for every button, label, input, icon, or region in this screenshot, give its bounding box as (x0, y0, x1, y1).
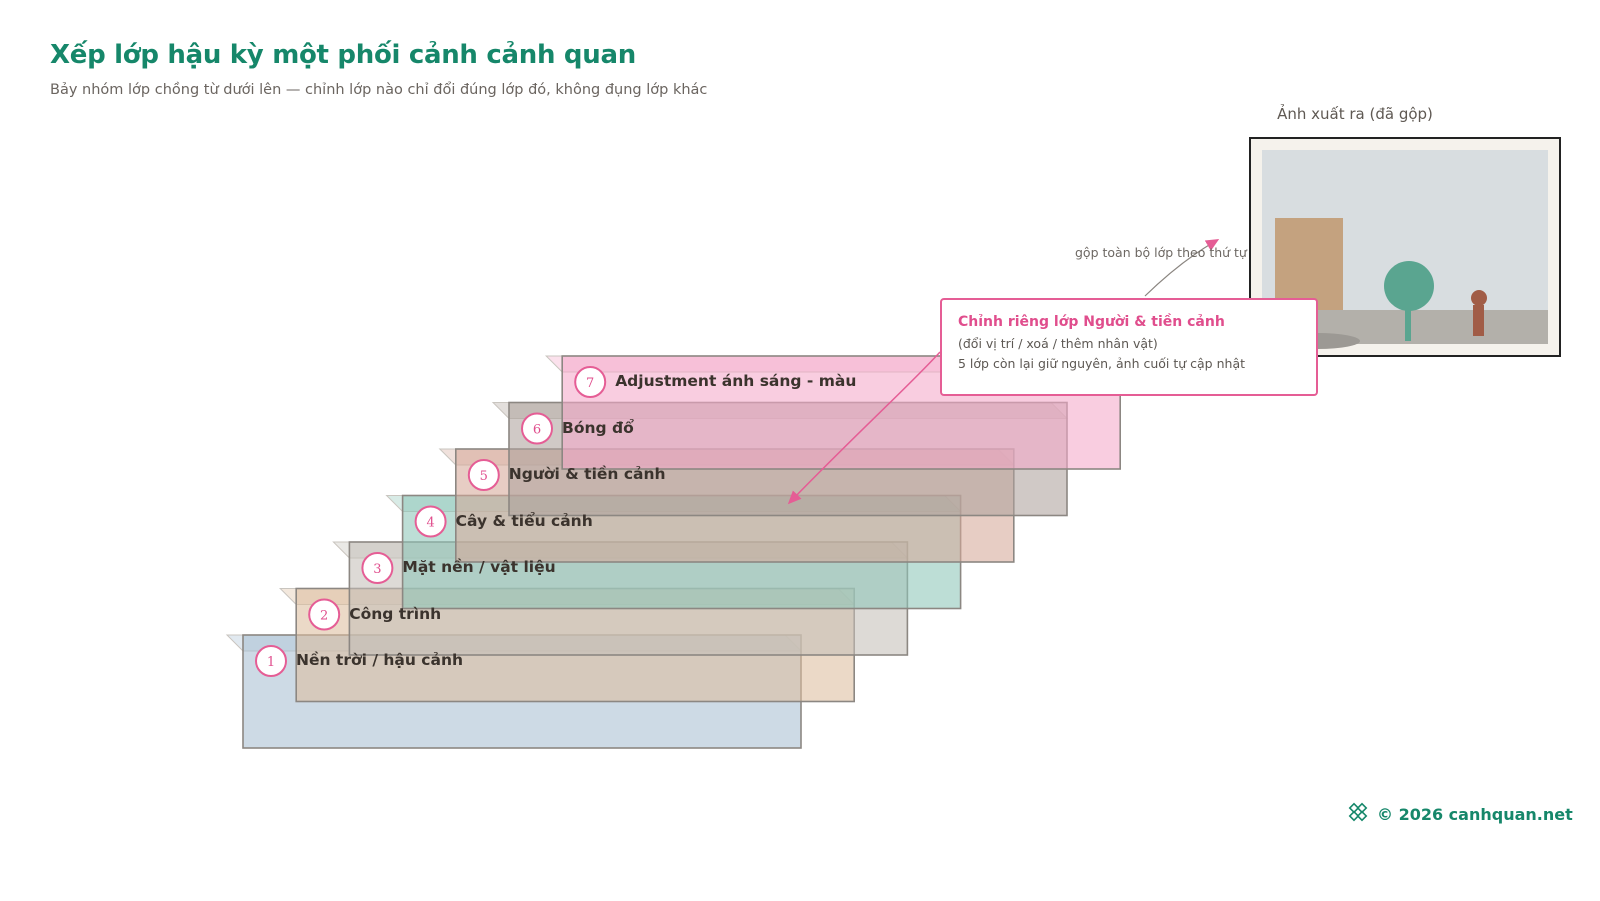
layer-2-label: Công trình (349, 604, 442, 623)
callout-title: Chỉnh riêng lớp Người & tiền cảnh (958, 314, 1225, 330)
layer-7-badge (574, 366, 607, 398)
layer-3-number: 3 (373, 562, 381, 577)
layer-4-badge (414, 505, 447, 538)
output-building (1275, 218, 1343, 310)
layer-2-number: 2 (320, 609, 328, 624)
layer-1-number: 1 (267, 655, 275, 670)
callout-line-2: 5 lớp còn lại giữ nguyên, ảnh cuối tự cậ… (958, 356, 1245, 371)
layer-7-label: Adjustment ánh sáng - màu (615, 372, 857, 390)
layers-group: 1 2 3 4 5 6 7 (225, 355, 1122, 749)
layer-1-badge (255, 645, 287, 677)
output-person-head (1471, 290, 1487, 306)
footer-copyright: © 2026 canhquan.net (1377, 805, 1573, 824)
callout-box: Chỉnh riêng lớp Người & tiền cảnh (đổi v… (940, 298, 1318, 396)
layer-1-label: Nền trời / hậu cảnh (296, 651, 464, 669)
layer-4-label: Cây & tiểu cảnh (455, 511, 593, 530)
layer-3-label: Mặt nền / vật liệu (402, 558, 556, 576)
layer-5-number: 5 (480, 469, 488, 484)
output-title: Ảnh xuất ra (đã gộp) (1277, 105, 1433, 123)
layer-5-badge (467, 459, 500, 491)
output-tree-canopy (1384, 261, 1434, 311)
callout-line-1: (đổi vị trí / xoá / thêm nhân vật) (958, 336, 1158, 351)
layer-6-badge (521, 412, 553, 445)
grid-knot-icon (1348, 802, 1368, 822)
layer-7-number: 7 (586, 376, 594, 391)
output-person-body (1473, 305, 1484, 336)
layer-4-number: 4 (426, 516, 434, 531)
output-tree-trunk (1405, 300, 1411, 341)
merge-arrow (1144, 238, 1220, 297)
layer-5-label: Người & tiền cảnh (508, 465, 666, 483)
layer-6-label: Bóng đổ (562, 418, 634, 437)
layer-3-badge (361, 552, 394, 584)
callout-arrow (787, 351, 941, 505)
layer-2-badge (308, 598, 341, 631)
page-title: Xếp lớp hậu kỳ một phối cảnh cảnh quan (50, 40, 636, 70)
layer-6-number: 6 (533, 423, 541, 438)
page-subtitle: Bảy nhóm lớp chồng từ dưới lên — chỉnh l… (50, 82, 708, 98)
merge-note: gộp toàn bộ lớp theo thứ tự (1075, 245, 1247, 260)
